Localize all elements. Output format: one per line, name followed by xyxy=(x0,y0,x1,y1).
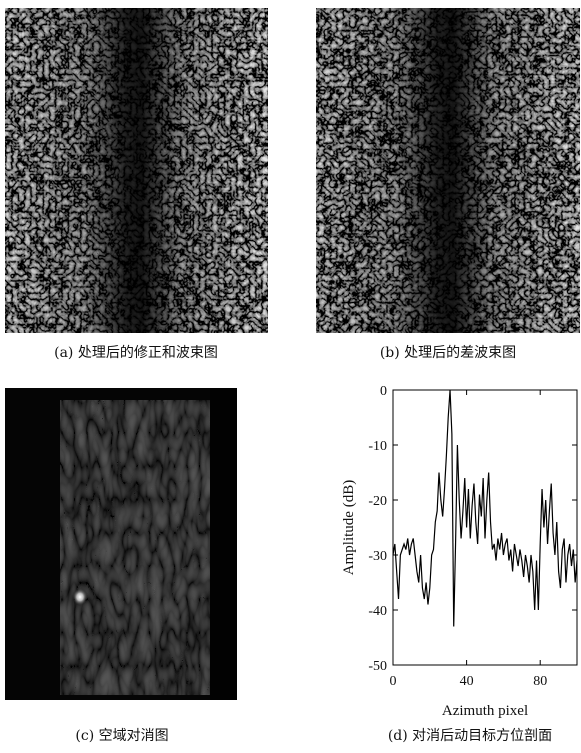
caption: (b) 处理后的差波束图 xyxy=(380,345,516,361)
line-series xyxy=(392,389,578,627)
x-tick-label: 40 xyxy=(460,674,474,689)
image-c-edge xyxy=(210,388,237,700)
caption: (c) 空域对消图 xyxy=(75,728,168,744)
image-b-shade xyxy=(316,8,580,333)
x-tick-label: 80 xyxy=(533,674,547,689)
y-tick-label: -50 xyxy=(368,659,387,674)
plot-frame xyxy=(392,389,578,666)
y-tick-label: 0 xyxy=(380,384,387,399)
image-c-target xyxy=(72,588,88,606)
y-axis-label: Amplitude (dB) xyxy=(341,480,357,575)
x-tick-label: 0 xyxy=(390,674,397,689)
caption: (a) 处理后的修正和波束图 xyxy=(54,345,218,361)
y-tick-label: -20 xyxy=(368,494,387,509)
caption: (d) 对消后动目标方位剖面 xyxy=(388,728,552,744)
y-tick-label: -30 xyxy=(368,549,387,564)
x-axis-label: Azimuth pixel xyxy=(442,703,528,719)
image-a-shade xyxy=(5,8,268,333)
image-c-texture xyxy=(60,400,210,695)
y-tick-label: -40 xyxy=(368,604,387,619)
y-tick-label: -10 xyxy=(368,439,387,454)
